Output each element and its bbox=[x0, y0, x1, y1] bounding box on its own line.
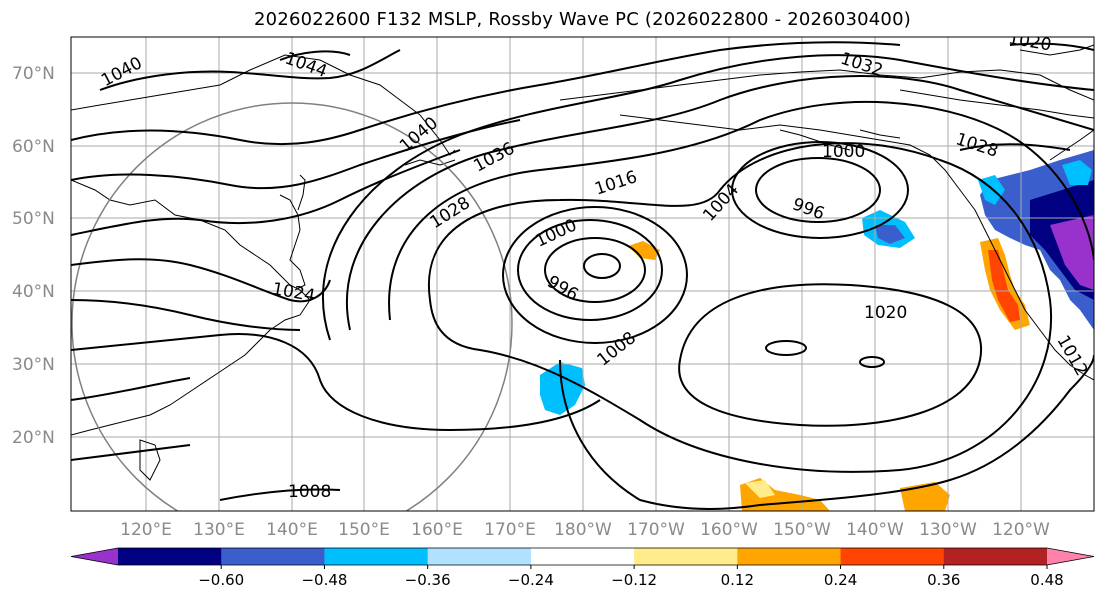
lat-label-40n: 40°N bbox=[12, 282, 55, 302]
contour-label: 1008 bbox=[288, 482, 331, 502]
contour-label: 1020 bbox=[864, 303, 907, 323]
colorbar-bin bbox=[118, 548, 222, 565]
lat-label-20n: 20°N bbox=[12, 428, 55, 448]
lat-label-50n: 50°N bbox=[12, 209, 55, 229]
colorbar-bin bbox=[221, 548, 325, 565]
latitude-labels: 70°N 60°N 50°N 40°N 30°N 20°N bbox=[12, 64, 55, 448]
colorbar-tick-label: −0.12 bbox=[611, 571, 657, 589]
lat-label-30n: 30°N bbox=[12, 355, 55, 375]
colorbar-tick-label: −0.60 bbox=[198, 571, 244, 589]
lat-label-70n: 70°N bbox=[12, 64, 55, 84]
colorbar-tick-label: −0.24 bbox=[508, 571, 554, 589]
lat-label-60n: 60°N bbox=[12, 137, 55, 157]
colorbar-extend-high bbox=[1047, 548, 1094, 565]
projection-circle bbox=[71, 102, 513, 511]
colorbar-bin bbox=[840, 548, 945, 565]
lon-label: 170°W bbox=[627, 520, 685, 540]
lon-label: 120°E bbox=[120, 520, 172, 540]
colorbar: −0.60 −0.48 −0.36 −0.24 −0.12 0.12 0.24 0.36 0.4… bbox=[70, 547, 1095, 589]
colorbar-bin bbox=[530, 548, 635, 565]
lon-label: 180°W bbox=[554, 520, 612, 540]
colorbar-extend-low bbox=[71, 548, 118, 565]
map-title: 2026022600 F132 MSLP, Rossby Wave PC (20… bbox=[254, 9, 911, 30]
lon-label: 150°E bbox=[338, 520, 390, 540]
lon-label: 160°E bbox=[411, 520, 463, 540]
colorbar-tick-label: 0.12 bbox=[721, 571, 754, 589]
lon-label: 150°W bbox=[773, 520, 831, 540]
map-border bbox=[70, 36, 1095, 512]
colorbar-bin bbox=[943, 548, 1048, 565]
longitude-labels: 120°E 130°E 140°E 150°E 160°E 170°E 180°… bbox=[120, 520, 1050, 540]
colorbar-tick-label: −0.36 bbox=[405, 571, 451, 589]
colorbar-bin bbox=[324, 548, 429, 565]
colorbar-tick-label: 0.36 bbox=[927, 571, 960, 589]
lon-label: 160°W bbox=[700, 520, 758, 540]
graticule bbox=[71, 37, 1094, 511]
lon-label: 140°W bbox=[846, 520, 904, 540]
colorbar-tick-label: 0.24 bbox=[824, 571, 857, 589]
colorbar-bin bbox=[737, 548, 842, 565]
lon-label: 130°W bbox=[919, 520, 977, 540]
colorbar-tick-label: −0.48 bbox=[301, 571, 347, 589]
colorbar-tick-label: 0.48 bbox=[1030, 571, 1063, 589]
mslp-contours bbox=[71, 41, 1094, 511]
colorbar-bin bbox=[634, 548, 738, 565]
lon-label: 140°E bbox=[266, 520, 318, 540]
colorbar-outline bbox=[70, 547, 1095, 566]
lon-label: 120°W bbox=[992, 520, 1050, 540]
colorbar-bin bbox=[427, 548, 532, 565]
positive-anomaly-dateline bbox=[628, 241, 660, 260]
lon-label: 130°E bbox=[193, 520, 245, 540]
contour-label: 1000 bbox=[822, 142, 865, 162]
lon-label: 170°E bbox=[484, 520, 536, 540]
